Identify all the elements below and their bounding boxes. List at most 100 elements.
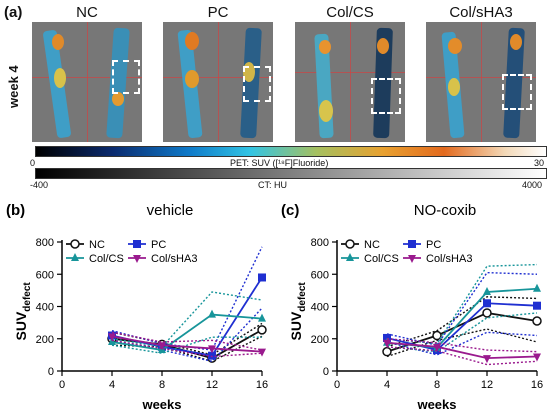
pet-scale-min: 0 <box>30 158 36 168</box>
chart-c-legend-marker-pc <box>408 240 416 248</box>
chart-b-col-sha3-point <box>108 333 116 342</box>
chart-b-col-cs-line <box>111 313 263 351</box>
chart-c-y-tick-label: 600 <box>311 269 329 281</box>
chart-b-legend-marker-col-sha3 <box>133 255 141 263</box>
scan-image-pc <box>163 22 273 142</box>
chart-c-series-col-sha3 <box>383 338 541 366</box>
column-title-col-sha3: Col/sHA3 <box>449 4 513 21</box>
column-title-col-cs: Col/CS <box>326 4 374 21</box>
chart-b-legend: NC PC Col/CS Col/sHA3 <box>66 239 197 265</box>
chart-c-nc-upper-band <box>386 296 538 348</box>
chart-c-y-tick-label: 200 <box>311 334 329 346</box>
chart-c-legend: NC PC Col/CS Col/sHA3 <box>341 239 472 265</box>
chart-c-y-tick-label: 400 <box>311 302 329 314</box>
chart-c-legend-label-nc: NC <box>364 239 380 251</box>
chart-b-panel-tag: (b) <box>6 202 25 219</box>
chart-b-x-tick-label: 12 <box>206 379 218 391</box>
chart-c-title: NO-coxib <box>414 202 477 219</box>
chart-c-legend-label-col-sha3: Col/sHA3 <box>426 253 472 265</box>
chart-b-x-tick-label: 4 <box>109 379 115 391</box>
chart-b-col-sha3-point <box>208 345 216 354</box>
chart-b-legend-marker-col-cs <box>71 253 79 261</box>
chart-b-y-axis-label: SUVdefect <box>13 282 33 341</box>
chart-b-x-axis-label: weeks <box>141 397 181 412</box>
chart-c-pc-upper-band <box>386 271 538 346</box>
pet-color-scale <box>35 146 547 157</box>
row-label-week: week 4 <box>6 65 21 108</box>
ct-grayscale-scale <box>35 168 547 179</box>
chart-c-x-tick-label: 8 <box>434 379 440 391</box>
chart-c-col-sha3-point <box>383 339 391 348</box>
chart-c-y-tick-label: 800 <box>311 237 329 249</box>
chart-c-col-sha3-lower-band <box>386 346 538 366</box>
scan-image-col-sha3 <box>426 22 536 142</box>
chart-b-y-tick-label: 0 <box>48 366 54 378</box>
pet-scale-label: PET: SUV ([¹⁸F]Fluoride) <box>230 158 329 168</box>
scan-image-nc <box>32 22 142 142</box>
chart-b-col-sha3-upper-band <box>111 331 263 351</box>
chart-b-x-tick-label: 0 <box>59 379 65 391</box>
chart-c-col-cs-point <box>533 283 541 292</box>
chart-b-legend-label-nc: NC <box>89 239 105 251</box>
chart-b-title: vehicle <box>147 202 194 219</box>
chart-b-y-tick-label: 400 <box>36 302 54 314</box>
chart-c-pc-point <box>483 299 491 308</box>
chart-b-col-cs-point <box>258 313 266 322</box>
chart-b-legend-label-pc: PC <box>151 239 166 251</box>
chart-b-col-cs-lower-band <box>111 336 262 354</box>
chart-b-col-sha3-lower-band <box>111 339 263 358</box>
chart-b-series-col-cs <box>108 291 266 354</box>
chart-c-y-tick-label: 0 <box>323 366 329 378</box>
chart-c-x-tick-label: 0 <box>334 379 340 391</box>
chart-b-y-tick-label: 200 <box>36 334 54 346</box>
chart-c-pc-point <box>533 301 541 310</box>
chart-c-nc-lower-band <box>386 328 538 358</box>
chart-c-col-sha3-point <box>533 353 541 362</box>
chart-c-x-axis-label: weeks <box>416 397 456 412</box>
chart-c-x-tick-label: 12 <box>481 379 493 391</box>
chart-c-pc-line <box>386 302 538 352</box>
chart-c-col-cs-point <box>483 286 491 295</box>
chart-b-col-cs-upper-band <box>111 291 263 348</box>
chart-c-y-axis-label: SUVdefect <box>288 282 308 341</box>
chart-b-col-cs-point <box>208 309 216 318</box>
chart-c-col-sha3-upper-band <box>386 338 538 353</box>
chart-c-x-tick-label: 4 <box>384 379 390 391</box>
chart-c-nc-point <box>382 346 392 357</box>
scan-image-col-cs <box>295 22 405 142</box>
chart-c-nc-point <box>432 330 442 341</box>
column-title-nc: NC <box>76 4 98 21</box>
chart-b-col-sha3-line <box>111 335 263 353</box>
chart-c-nc-point <box>482 308 492 318</box>
chart-b-col-sha3-point <box>258 348 266 357</box>
chart-c-legend-label-col-cs: Col/CS <box>364 253 399 265</box>
ct-scale-max: 4000 <box>522 180 543 190</box>
chart-b-pc-point <box>258 273 266 282</box>
chart-c-legend-marker-nc <box>345 239 355 249</box>
chart-c-legend-label-pc: PC <box>426 239 441 251</box>
chart-vehicle: (b) vehicle 0 200 400 600 800 0 4 8 12 16 weeks SUVde… <box>6 202 268 412</box>
chart-b-series-col-sha3 <box>108 331 266 358</box>
chart-b-legend-label-col-cs: Col/CS <box>89 253 124 265</box>
column-title-pc: PC <box>207 4 229 21</box>
chart-c-col-sha3-point <box>483 355 491 364</box>
panel-a-tag: (a) <box>4 4 23 21</box>
chart-b-pc-point <box>208 351 216 360</box>
ct-scale-min: -400 <box>30 180 49 190</box>
chart-b-legend-label-col-sha3: Col/sHA3 <box>151 253 197 265</box>
ct-scale-label: CT: HU <box>258 180 287 190</box>
chart-c-nc-point <box>532 316 542 326</box>
chart-b-x-tick-label: 8 <box>159 379 165 391</box>
chart-b-y-tick-label: 800 <box>36 237 54 249</box>
chart-c-col-sha3-point <box>433 343 441 352</box>
chart-b-legend-marker-nc <box>70 239 80 249</box>
chart-c-legend-marker-col-cs <box>346 253 354 261</box>
chart-no-coxib: (c) NO-coxib 0 200 400 600 800 0 4 8 12 16 weeks SUVd… <box>281 202 543 412</box>
chart-b-col-sha3-point <box>158 342 166 351</box>
chart-c-col-sha3-line <box>386 341 538 360</box>
chart-b-y-tick-label: 600 <box>36 269 54 281</box>
chart-c-legend-marker-col-sha3 <box>408 255 416 263</box>
chart-b-x-tick-label: 16 <box>256 379 268 391</box>
chart-c-x-tick-label: 16 <box>531 379 543 391</box>
